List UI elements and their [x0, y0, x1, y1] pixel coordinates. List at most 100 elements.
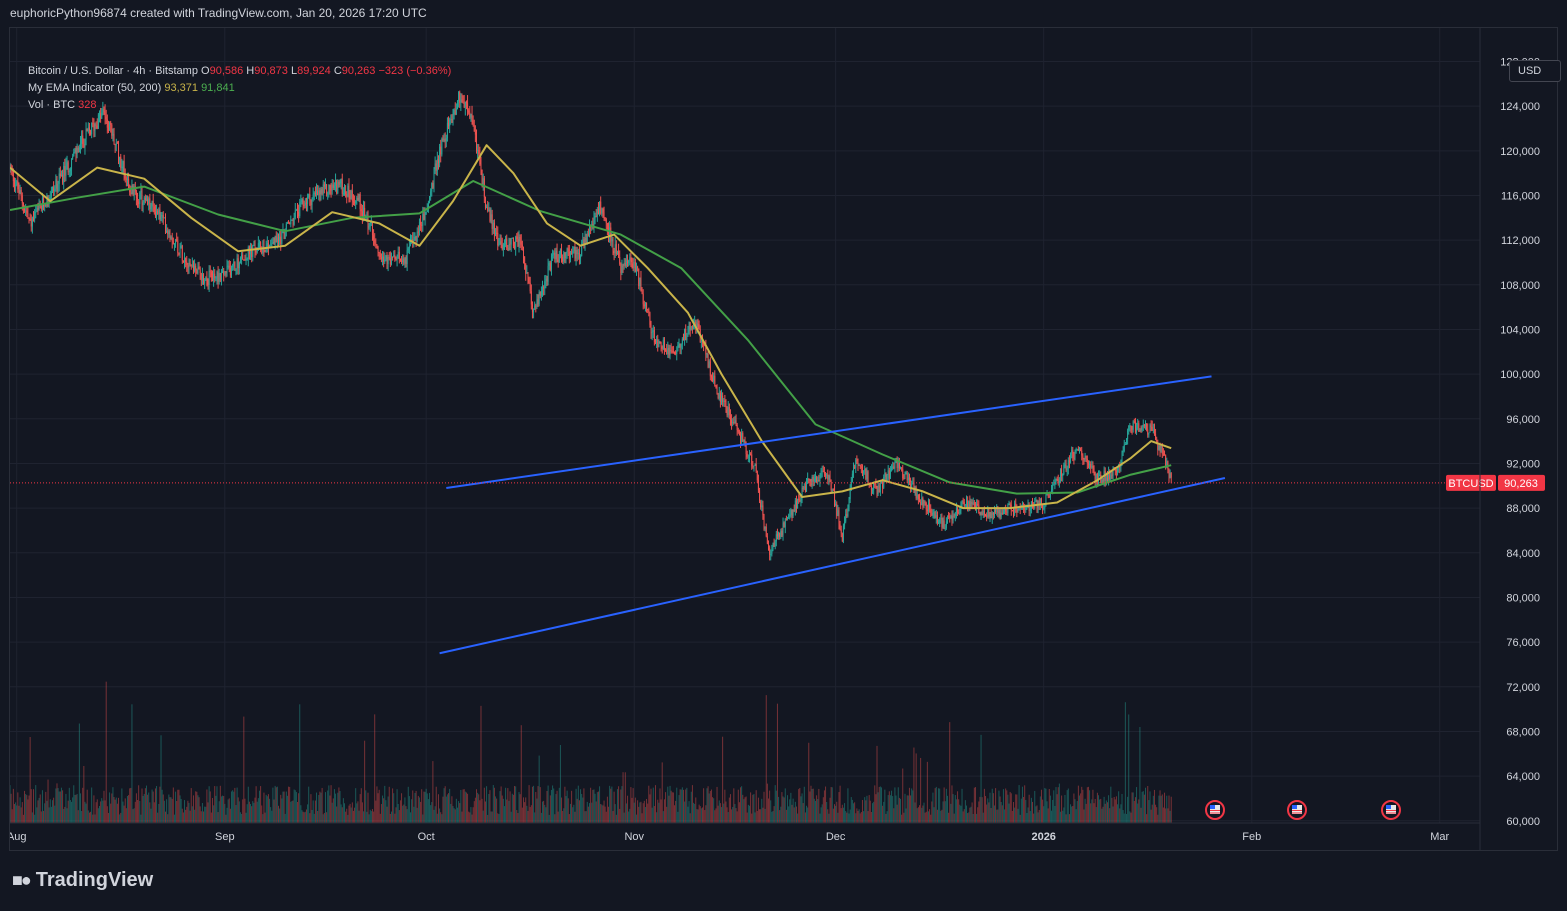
volume-bar	[383, 798, 385, 823]
volume-bar	[548, 814, 550, 823]
candle-body	[522, 246, 524, 257]
volume-bar	[898, 797, 900, 823]
candle-body	[239, 258, 241, 263]
volume-bar	[253, 802, 255, 823]
candle-body	[858, 464, 860, 466]
candle-body	[530, 291, 532, 305]
candle-body	[1028, 505, 1030, 511]
candle-body	[625, 260, 627, 266]
candle-body	[276, 237, 278, 243]
candle-body	[364, 207, 366, 218]
candle-body	[1016, 509, 1018, 513]
candle-body	[648, 309, 650, 313]
volume-bar	[145, 785, 147, 823]
volume-bar	[1009, 791, 1011, 823]
candle-body	[427, 202, 429, 208]
volume-bar	[123, 805, 125, 823]
candle-body	[109, 122, 111, 131]
currency-button[interactable]: USD	[1509, 60, 1561, 82]
candle-body	[982, 511, 984, 516]
candle-body	[527, 272, 529, 278]
volume-bar	[462, 789, 464, 823]
candle-body	[722, 395, 724, 402]
volume-bar	[880, 787, 882, 823]
volume-bar	[433, 809, 435, 823]
volume-bar	[298, 793, 300, 823]
flag-field	[1210, 805, 1220, 814]
candle-body	[1136, 428, 1138, 432]
candle-body	[477, 150, 479, 152]
volume-bar	[512, 794, 514, 823]
candle-body	[110, 122, 112, 125]
candle-body	[1106, 473, 1108, 481]
candle-body	[478, 150, 480, 155]
candle-body	[765, 526, 767, 537]
volume-bar	[345, 811, 347, 823]
volume-bar	[327, 790, 329, 823]
volume-bar	[663, 799, 665, 823]
candle-body	[888, 470, 890, 479]
volume-bar	[244, 798, 246, 823]
candle-body	[181, 245, 183, 261]
price-tick-label: 120,000	[1500, 146, 1540, 158]
candle-body	[524, 256, 526, 264]
volume-bar	[1072, 805, 1074, 823]
volume-bar	[927, 811, 929, 823]
candle-body	[21, 195, 23, 204]
candle-body	[628, 260, 630, 264]
volume-bar	[714, 810, 716, 823]
candle-body	[348, 185, 350, 196]
candle-body	[562, 256, 564, 262]
candle-body	[1164, 454, 1166, 456]
candle-body	[538, 292, 540, 305]
candle-body	[13, 181, 15, 187]
volume-bar	[1112, 806, 1114, 823]
volume-bar	[140, 814, 142, 823]
candle-body	[112, 133, 114, 136]
volume-bar	[633, 802, 635, 823]
volume-bar	[893, 808, 895, 823]
candle-body	[769, 547, 771, 555]
volume-bar	[659, 788, 661, 823]
volume-bar	[323, 812, 325, 823]
volume-bar	[704, 810, 706, 823]
candle-body	[555, 250, 557, 260]
candle-body	[161, 215, 163, 217]
candle-body	[966, 500, 968, 506]
volume-bar	[67, 800, 69, 823]
candle-body	[935, 515, 937, 518]
volume-bar	[156, 786, 158, 823]
candle-body	[121, 166, 123, 169]
volume-bar	[370, 811, 372, 823]
candle-body	[1025, 505, 1027, 510]
candle-body	[726, 410, 728, 416]
volume-bar	[175, 791, 177, 823]
volume-bar	[897, 787, 899, 823]
volume-bar	[519, 794, 521, 823]
candle-body	[190, 264, 192, 266]
time-axis: Aug Sep Oct Nov Dec 2026 Feb Mar	[10, 822, 1480, 843]
candle-body	[857, 459, 859, 466]
candle-body	[346, 194, 348, 197]
tradingview-logo[interactable]: ■● TradingView	[12, 869, 153, 892]
candle-body	[892, 466, 894, 469]
candle-body	[650, 324, 652, 334]
volume-bar	[597, 791, 599, 823]
candle-body	[292, 219, 294, 225]
volume-bar	[569, 803, 571, 823]
volume-bar	[410, 812, 412, 823]
candle-body	[36, 208, 38, 213]
candle-body	[271, 243, 273, 247]
candle-body	[132, 185, 134, 195]
candle-body	[642, 293, 644, 305]
candle-body	[1077, 448, 1079, 451]
candle-body	[809, 479, 811, 481]
candle-body	[748, 453, 750, 457]
volume-bar	[1083, 809, 1085, 823]
volume-bar	[1030, 797, 1032, 823]
candle-body	[1001, 512, 1003, 515]
candle-body	[614, 244, 616, 254]
volume-bar	[973, 787, 975, 823]
